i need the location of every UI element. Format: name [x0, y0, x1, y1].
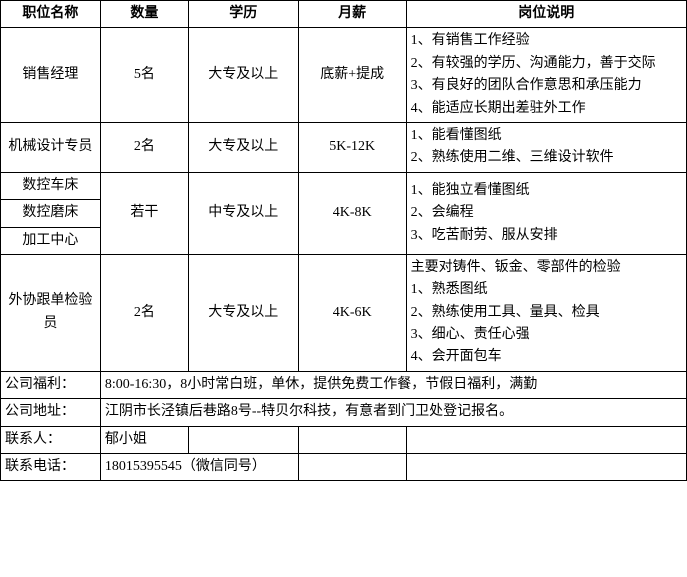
- footer-row-address: 公司地址： 江阴市长泾镇后巷路8号--特贝尔科技，有意者到门卫处登记报名。: [1, 399, 687, 426]
- empty-cell: [406, 426, 686, 453]
- footer-row-contact: 联系人： 郁小姐: [1, 426, 687, 453]
- cell-position: 销售经理: [1, 28, 101, 123]
- cell-description: 主要对铸件、钣金、零部件的检验 1、熟悉图纸 2、熟练使用工具、量具、检具 3、…: [406, 254, 686, 371]
- table-row: 机械设计专员 2名 大专及以上 5K-12K 1、能看懂图纸 2、熟练使用二维、…: [1, 122, 687, 172]
- header-education: 学历: [188, 1, 298, 28]
- address-value: 江阴市长泾镇后巷路8号--特贝尔科技，有意者到门卫处登记报名。: [100, 399, 686, 426]
- cell-education: 中专及以上: [188, 172, 298, 254]
- cell-position: 外协跟单检验员: [1, 254, 101, 371]
- empty-cell: [406, 454, 686, 481]
- empty-cell: [298, 426, 406, 453]
- recruitment-table: 职位名称 数量 学历 月薪 岗位说明 销售经理 5名 大专及以上 底薪+提成 1…: [0, 0, 687, 481]
- cell-description: 1、能独立看懂图纸 2、会编程 3、吃苦耐劳、服从安排: [406, 172, 686, 254]
- address-label: 公司地址：: [1, 399, 101, 426]
- cell-salary: 4K-6K: [298, 254, 406, 371]
- cell-education: 大专及以上: [188, 28, 298, 123]
- cell-description: 1、有销售工作经验 2、有较强的学历、沟通能力，善于交际 3、有良好的团队合作意…: [406, 28, 686, 123]
- phone-label: 联系电话：: [1, 454, 101, 481]
- header-quantity: 数量: [100, 1, 188, 28]
- contact-value: 郁小姐: [100, 426, 188, 453]
- cell-position: 机械设计专员: [1, 122, 101, 172]
- header-salary: 月薪: [298, 1, 406, 28]
- header-description: 岗位说明: [406, 1, 686, 28]
- benefits-value: 8:00-16:30，8小时常白班，单休，提供免费工作餐，节假日福利，满勤: [100, 371, 686, 398]
- cell-position: 数控车床: [1, 172, 101, 199]
- benefits-label: 公司福利：: [1, 371, 101, 398]
- cell-salary: 5K-12K: [298, 122, 406, 172]
- cell-quantity: 2名: [100, 254, 188, 371]
- footer-row-benefits: 公司福利： 8:00-16:30，8小时常白班，单休，提供免费工作餐，节假日福利…: [1, 371, 687, 398]
- cell-position: 数控磨床: [1, 200, 101, 227]
- header-row: 职位名称 数量 学历 月薪 岗位说明: [1, 1, 687, 28]
- cell-description: 1、能看懂图纸 2、熟练使用二维、三维设计软件: [406, 122, 686, 172]
- empty-cell: [298, 454, 406, 481]
- cell-quantity: 5名: [100, 28, 188, 123]
- table-row: 外协跟单检验员 2名 大专及以上 4K-6K 主要对铸件、钣金、零部件的检验 1…: [1, 254, 687, 371]
- cell-education: 大专及以上: [188, 254, 298, 371]
- table-row: 销售经理 5名 大专及以上 底薪+提成 1、有销售工作经验 2、有较强的学历、沟…: [1, 28, 687, 123]
- empty-cell: [188, 426, 298, 453]
- cell-quantity: 2名: [100, 122, 188, 172]
- phone-value: 18015395545（微信同号）: [100, 454, 298, 481]
- footer-row-phone: 联系电话： 18015395545（微信同号）: [1, 454, 687, 481]
- contact-label: 联系人：: [1, 426, 101, 453]
- cell-position: 加工中心: [1, 227, 101, 254]
- cell-quantity: 若干: [100, 172, 188, 254]
- table-row: 数控车床 若干 中专及以上 4K-8K 1、能独立看懂图纸 2、会编程 3、吃苦…: [1, 172, 687, 199]
- cell-salary: 4K-8K: [298, 172, 406, 254]
- cell-salary: 底薪+提成: [298, 28, 406, 123]
- header-position: 职位名称: [1, 1, 101, 28]
- cell-education: 大专及以上: [188, 122, 298, 172]
